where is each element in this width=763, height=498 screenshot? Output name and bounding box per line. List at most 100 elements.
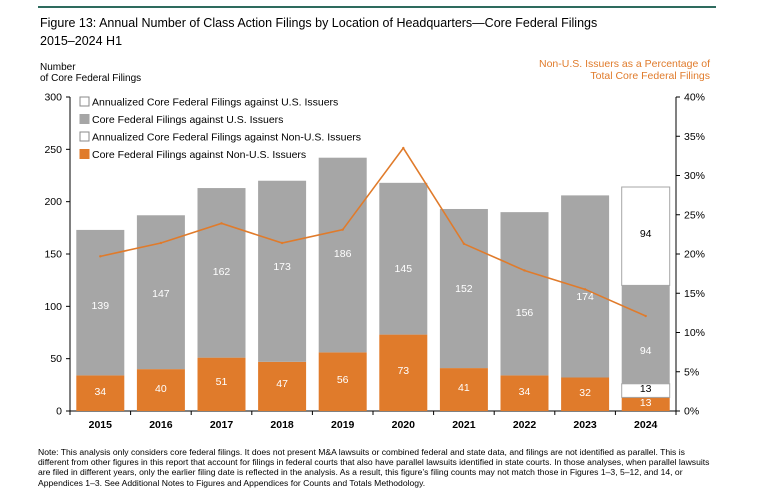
- chart-canvas: 0 50 100 150 200 250 300 0% 5% 10% 15% 20% 25% 30% 35%…: [44, 92, 705, 432]
- right-tick-label: 15%: [684, 288, 705, 300]
- chart-note: Note: This analysis only considers core …: [38, 447, 710, 488]
- pct-line-point: [583, 288, 587, 291]
- bar-us: [500, 212, 549, 376]
- right-tick-label: 40%: [684, 92, 705, 104]
- pct-line-point: [280, 241, 284, 245]
- x-tick-label: 2019: [331, 419, 355, 431]
- chart-title-line-2: 2015–2024 H1: [40, 34, 123, 48]
- left-tick-label: 100: [44, 301, 62, 313]
- left-tick-label: 250: [44, 144, 62, 156]
- bar-nonus: [500, 375, 549, 411]
- bar-nonus: [561, 377, 610, 411]
- legend-label: Annualized Core Federal Filings against …: [92, 97, 338, 109]
- legend-label: Core Federal Filings against Non-U.S. Is…: [92, 149, 306, 161]
- bar-data-label-nonus: 41: [458, 382, 470, 394]
- bar-us: [379, 182, 428, 335]
- right-tick-label: 20%: [684, 249, 705, 261]
- left-axis-title-line-2: of Core Federal Filings: [40, 73, 142, 84]
- pct-line: [100, 146, 647, 317]
- left-tick-label: 50: [50, 353, 62, 365]
- bar-data-label-us: 145: [395, 263, 413, 275]
- bar-data-label-nonus: 47: [276, 378, 288, 390]
- bar-data-label-us: 186: [334, 248, 352, 260]
- bar-us: [76, 229, 125, 376]
- bar-data-label-us: 173: [273, 261, 291, 273]
- bar-data-label-nonus: 40: [155, 383, 167, 395]
- bar-us: [561, 195, 610, 378]
- right-axis-title-line-2: Total Core Federal Filings: [590, 70, 710, 82]
- legend-swatch: [79, 131, 90, 142]
- bar-data-label-us: 147: [152, 288, 170, 300]
- bar-data-label-nonus: 13: [640, 397, 652, 409]
- x-tick-label: 2023: [573, 419, 597, 431]
- bar-data-label-us: 156: [516, 307, 534, 319]
- left-tick-label: 300: [44, 92, 62, 104]
- left-tick-label: 150: [44, 249, 62, 261]
- pct-line-point: [99, 255, 102, 258]
- x-tick-label: 2021: [452, 419, 476, 431]
- pct-line-point: [159, 241, 163, 245]
- bar-nonus: [439, 368, 488, 411]
- x-tick-label: 2018: [270, 419, 294, 431]
- bar-nonus: [197, 357, 246, 411]
- bar-data-label-nonus: 51: [216, 376, 228, 388]
- bar-nonus: [318, 352, 367, 411]
- bar-data-label-nonus: 56: [337, 374, 349, 386]
- bar-annualized-us: [621, 186, 671, 286]
- right-tick-label: 25%: [684, 209, 705, 221]
- x-tick-label: 2017: [210, 419, 234, 431]
- bar-data-label-nonus: 32: [579, 387, 591, 399]
- x-tick-label: 2020: [392, 419, 416, 431]
- bar-data-label-nonus: 73: [397, 365, 409, 377]
- bar-nonus: [379, 334, 428, 411]
- x-tick-label: 2015: [89, 419, 113, 431]
- bar-us: [621, 285, 670, 384]
- bar-nonus: [76, 375, 125, 411]
- bar-nonus: [136, 369, 185, 411]
- right-axis-title: Non-U.S. Issuers as a Percentage of Tota…: [539, 58, 710, 82]
- chart-title-line-1: Figure 13: Annual Number of Class Action…: [40, 16, 598, 30]
- pct-line-point: [402, 146, 405, 150]
- bar-us: [439, 208, 488, 369]
- bar-data-label-us: 162: [213, 266, 231, 278]
- pct-line-point: [462, 242, 466, 245]
- left-axis-title-line-1: Number: [40, 62, 76, 73]
- bar-us: [197, 188, 246, 358]
- left-tick-label: 0: [56, 406, 62, 418]
- bar-nonus: [621, 397, 670, 411]
- bar-nonus: [258, 361, 307, 411]
- legend-swatch: [79, 96, 90, 107]
- right-tick-label: 5%: [684, 366, 699, 378]
- right-tick-label: 10%: [684, 327, 705, 339]
- legend-swatch: [79, 114, 90, 124]
- right-tick-label: 0%: [684, 406, 699, 418]
- legend-label: Core Federal Filings against U.S. Issuer…: [92, 114, 283, 126]
- bar-data-label-us: 139: [92, 300, 110, 312]
- right-axis-title-line-1: Non-U.S. Issuers as a Percentage of: [539, 58, 710, 70]
- chart-title: Figure 13: Annual Number of Class Action…: [40, 14, 597, 50]
- title-rule: [38, 6, 716, 8]
- bar-data-label-us: 152: [455, 283, 473, 295]
- pct-line-point: [644, 314, 647, 318]
- left-tick-label: 200: [44, 196, 62, 208]
- pct-line-point: [341, 228, 344, 231]
- bar-data-label-us: 94: [640, 345, 652, 357]
- bar-data-label-nonus: 34: [519, 386, 531, 398]
- bar-data-label-annual-nonus: 13: [640, 383, 652, 395]
- left-axis-title: Number of Core Federal Filings: [40, 62, 141, 84]
- x-tick-label: 2022: [513, 419, 537, 431]
- x-tick-label: 2024: [634, 419, 658, 431]
- bar-data-label-us: 174: [576, 291, 594, 303]
- bar-us: [136, 215, 185, 370]
- pct-line-point: [220, 222, 223, 225]
- legend-swatch: [79, 149, 90, 159]
- legend-label: Annualized Core Federal Filings against …: [92, 132, 361, 144]
- bar-us: [318, 157, 367, 353]
- right-tick-label: 35%: [684, 131, 705, 143]
- bar-us: [258, 180, 307, 362]
- bar-data-label-annual-us: 94: [640, 228, 652, 240]
- right-tick-label: 30%: [684, 170, 705, 182]
- pct-line-point: [523, 269, 526, 272]
- x-tick-label: 2016: [149, 419, 173, 431]
- bar-data-label-nonus: 34: [94, 386, 106, 398]
